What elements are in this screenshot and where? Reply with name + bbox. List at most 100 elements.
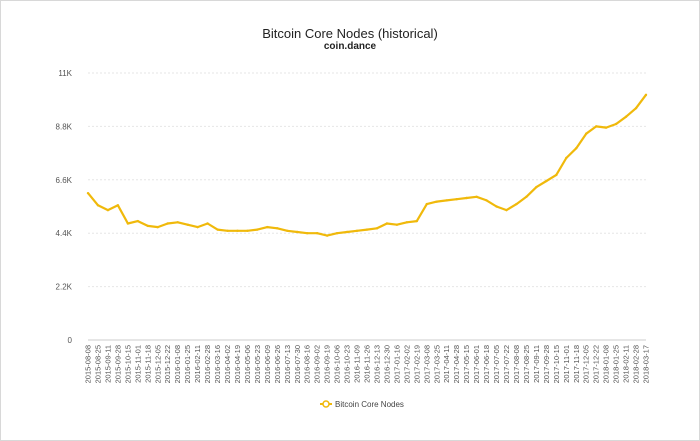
x-tick-label: 2015-10-15: [123, 345, 132, 383]
x-tick-label: 2018-01-25: [612, 345, 621, 383]
x-tick-label: 2015-12-05: [153, 345, 162, 383]
x-tick-label: 2016-09-19: [323, 345, 332, 383]
data-point[interactable]: [96, 204, 100, 207]
data-point[interactable]: [116, 204, 120, 207]
data-point[interactable]: [355, 229, 359, 232]
data-point[interactable]: [166, 222, 169, 225]
x-tick-label: 2017-10-15: [552, 345, 561, 383]
data-point[interactable]: [395, 223, 399, 226]
data-point[interactable]: [296, 230, 299, 234]
y-tick-label: 0: [68, 336, 73, 345]
series-group: [86, 93, 648, 237]
data-point[interactable]: [405, 221, 409, 224]
data-point[interactable]: [475, 195, 478, 198]
data-point[interactable]: [445, 199, 448, 202]
data-point[interactable]: [634, 106, 638, 110]
data-point[interactable]: [196, 225, 199, 229]
x-tick-label: 2017-08-08: [512, 345, 521, 383]
data-point[interactable]: [465, 196, 468, 200]
y-tick-label: 4.4K: [56, 229, 73, 238]
x-tick-label: 2017-04-28: [452, 345, 461, 383]
data-point[interactable]: [455, 198, 458, 201]
x-tick-label: 2017-07-22: [502, 345, 511, 383]
data-point[interactable]: [226, 229, 229, 232]
legend[interactable]: Bitcoin Core Nodes: [320, 400, 404, 409]
data-point[interactable]: [325, 234, 329, 237]
x-tick-label: 2017-01-16: [392, 345, 401, 383]
data-point[interactable]: [246, 229, 249, 232]
data-point[interactable]: [644, 93, 648, 97]
chart-title: Bitcoin Core Nodes (historical): [262, 26, 438, 41]
data-point[interactable]: [495, 205, 498, 208]
data-point[interactable]: [415, 219, 419, 223]
data-point[interactable]: [335, 232, 339, 235]
data-point[interactable]: [385, 222, 389, 225]
data-point[interactable]: [604, 126, 608, 129]
x-tick-label: 2017-02-02: [402, 345, 411, 383]
x-tick-label: 2016-09-02: [313, 345, 322, 383]
x-tick-label: 2016-07-13: [283, 345, 292, 383]
data-point[interactable]: [156, 225, 159, 229]
data-point[interactable]: [256, 228, 259, 231]
data-point[interactable]: [375, 227, 379, 230]
x-tick-label: 2017-03-08: [422, 345, 431, 383]
data-point[interactable]: [555, 173, 558, 177]
data-point[interactable]: [365, 228, 369, 231]
x-tick-label: 2016-08-16: [303, 345, 312, 383]
data-point[interactable]: [505, 208, 508, 212]
x-tick-label: 2016-10-06: [333, 345, 342, 383]
data-point[interactable]: [236, 229, 239, 232]
data-point[interactable]: [515, 202, 518, 206]
x-tick-label: 2015-08-08: [84, 345, 93, 383]
data-point[interactable]: [146, 224, 149, 228]
data-point[interactable]: [535, 185, 538, 189]
data-point[interactable]: [345, 230, 349, 234]
data-point[interactable]: [216, 228, 219, 231]
data-point[interactable]: [425, 202, 428, 206]
data-point[interactable]: [306, 232, 309, 235]
data-point[interactable]: [136, 219, 140, 223]
x-tick-label: 2017-08-25: [522, 345, 531, 383]
legend-label: Bitcoin Core Nodes: [335, 400, 404, 409]
x-tick-label: 2016-01-25: [183, 345, 192, 383]
data-point[interactable]: [565, 156, 568, 160]
data-point[interactable]: [575, 147, 578, 150]
y-tick-label: 11K: [58, 69, 72, 78]
data-point[interactable]: [315, 232, 319, 235]
data-point[interactable]: [276, 227, 279, 230]
data-point[interactable]: [286, 229, 289, 232]
x-tick-label: 2017-11-18: [572, 345, 581, 383]
data-point[interactable]: [106, 208, 110, 212]
data-point[interactable]: [624, 115, 628, 118]
y-tick-label: 8.8K: [56, 122, 73, 131]
x-tick-label: 2016-03-16: [213, 345, 222, 383]
x-tick-label: 2015-11-01: [133, 345, 142, 383]
data-point[interactable]: [186, 223, 189, 226]
data-point[interactable]: [525, 195, 528, 198]
data-point[interactable]: [266, 225, 269, 229]
chart-subtitle: coin.dance: [323, 41, 377, 52]
x-tick-label: 2017-09-28: [542, 345, 551, 383]
data-point[interactable]: [435, 200, 438, 203]
x-tick-label: 2017-02-19: [412, 345, 421, 383]
x-tick-label: 2016-05-23: [253, 345, 262, 383]
data-point[interactable]: [545, 179, 548, 183]
data-point[interactable]: [126, 222, 130, 225]
data-point[interactable]: [86, 191, 90, 195]
x-tick-label: 2015-11-18: [143, 345, 152, 383]
x-tick-label: 2017-12-22: [592, 345, 601, 383]
x-tick-label: 2017-12-05: [582, 345, 591, 383]
data-point[interactable]: [594, 125, 598, 128]
x-tick-label: 2017-06-18: [482, 345, 491, 383]
data-point[interactable]: [485, 199, 488, 202]
data-point[interactable]: [176, 221, 179, 224]
x-tick-label: 2017-11-01: [562, 345, 571, 383]
x-tick-label: 2015-08-25: [93, 345, 102, 383]
x-tick-label: 2016-12-30: [382, 345, 391, 383]
x-tick-label: 2017-03-25: [432, 345, 441, 383]
legend-swatch-marker: [322, 400, 330, 408]
data-point[interactable]: [206, 222, 209, 225]
data-point[interactable]: [585, 132, 588, 135]
data-point[interactable]: [614, 122, 618, 126]
